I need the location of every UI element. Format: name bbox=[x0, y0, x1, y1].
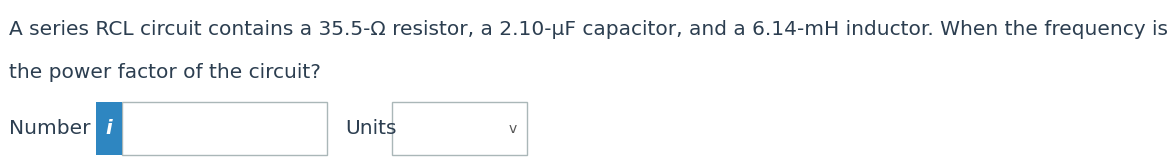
Text: Units: Units bbox=[345, 119, 397, 138]
FancyBboxPatch shape bbox=[96, 102, 122, 155]
FancyBboxPatch shape bbox=[122, 102, 327, 155]
Text: A series RCL circuit contains a 35.5-Ω resistor, a 2.10-μF capacitor, and a 6.14: A series RCL circuit contains a 35.5-Ω r… bbox=[9, 20, 1171, 39]
Text: v: v bbox=[508, 122, 518, 136]
Text: the power factor of the circuit?: the power factor of the circuit? bbox=[9, 63, 321, 82]
Text: i: i bbox=[105, 119, 112, 138]
FancyBboxPatch shape bbox=[392, 102, 527, 155]
Text: Number: Number bbox=[9, 119, 91, 138]
